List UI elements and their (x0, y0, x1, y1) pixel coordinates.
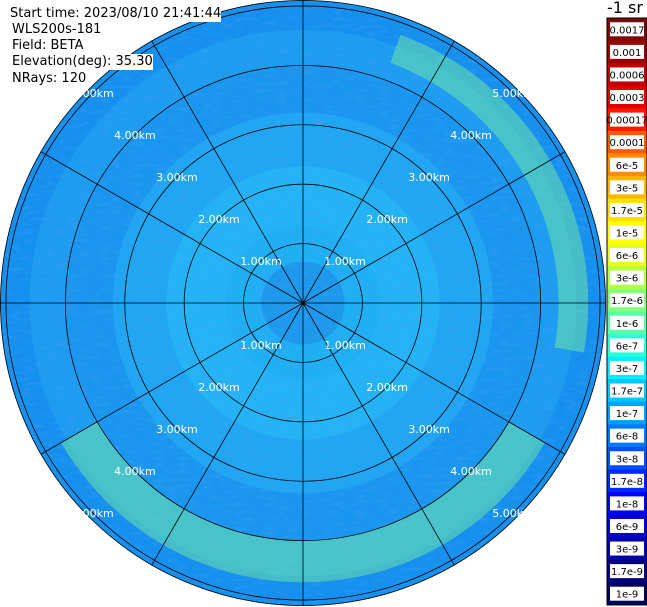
colorbar-tick-label: 0.0001 (610, 138, 645, 149)
range-label: 1.00km (240, 339, 282, 352)
colorbar-label-bg (610, 518, 644, 533)
colorbar-tick-label: 0.0006 (610, 70, 645, 81)
feature-bands (61, 35, 589, 583)
colorbar-tick-label: 1e-7 (616, 409, 639, 420)
range-label: 2.00km (366, 213, 408, 226)
colorbar-tick-label: 6e-8 (616, 432, 639, 443)
colorbar-tick-label: 3e-7 (616, 364, 639, 375)
range-label: 5.00km (72, 87, 114, 100)
colorbar-tick-label: 0.0003 (610, 93, 645, 104)
colorbar-label-bg (610, 202, 644, 217)
colorbar-tick-label: 3e-9 (616, 545, 639, 556)
colorbar-label-bg (610, 496, 644, 511)
range-label: 5.00km (492, 87, 534, 100)
azimuth-spoke (151, 40, 304, 304)
range-label: 1.00km (324, 339, 366, 352)
range-label: 2.00km (198, 381, 240, 394)
colorbar-tick-label: 0.0017 (610, 25, 645, 36)
colorbar-label-bg (610, 406, 644, 421)
colorbar-label-bg (610, 428, 644, 443)
range-label: 4.00km (450, 129, 492, 142)
colorbar-tick-label: 0.001 (613, 48, 642, 59)
colorbar-tick-label: 1.7e-8 (611, 477, 643, 488)
azimuth-spoke (302, 302, 455, 566)
colorbar-label-bg (610, 22, 644, 37)
colorbar-tick-label: 3e-5 (616, 183, 639, 194)
azimuth-spoke (302, 151, 566, 304)
colorbar-label-bg (610, 135, 644, 150)
field-label: Field: BETA (12, 38, 84, 54)
range-labels: 1.00km 1.00km 1.00km 1.00km 2.00km 2.00km 2.00… (72, 87, 534, 520)
colorbar-label-bg (610, 586, 644, 601)
colorbar: 0.0017 0.001 0.0006 0.0003 0.00017 0.0001 6e-5… (606, 17, 647, 606)
colorbar-tick-label: 6e-9 (616, 522, 639, 533)
azimuth-spoke (151, 302, 304, 566)
polar-grid (0, 0, 606, 606)
range-label: 5.00km (72, 507, 114, 520)
colorbar-tick-label: 1e-9 (616, 590, 639, 601)
range-label: 1.00km (240, 255, 282, 268)
colorbar-tick-label: 1.7e-5 (611, 206, 643, 217)
colorbar-tick-label: 0.00017 (606, 116, 647, 127)
colorbar-tick-label: 6e-5 (616, 161, 639, 172)
colorbar-label-bg (610, 383, 644, 398)
range-label: 3.00km (156, 171, 198, 184)
range-label: 2.00km (366, 381, 408, 394)
colorbar-label-bg (610, 112, 644, 127)
colorbar-label-bg (610, 270, 644, 285)
colorbar-label-bg (610, 338, 644, 353)
colorbar-tick-label: 6e-6 (616, 251, 639, 262)
range-label: 1.00km (324, 255, 366, 268)
feature-band (61, 421, 545, 583)
instrument-label: WLS200s-181 (12, 22, 102, 38)
colorbar-unit-label: -1 sr (607, 0, 643, 17)
colorbar-label-bg (610, 360, 644, 375)
range-label: 2.00km (198, 213, 240, 226)
colorbar-label-bg (610, 451, 644, 466)
colorbar-label-bg (610, 473, 644, 488)
nrays-label: NRays: 120 (12, 71, 87, 87)
colorbar-label-bg (610, 248, 644, 263)
range-label: 3.00km (156, 423, 198, 436)
elevation-label: Elevation(deg): 35.30 (12, 54, 153, 70)
range-label: 3.00km (408, 423, 450, 436)
start-time-label: Start time: 2023/08/10 21:41:44 (10, 6, 222, 22)
range-label: 3.00km (408, 171, 450, 184)
colorbar-tick-label: 1e-5 (616, 228, 639, 239)
colorbar-tick-label: 1.7e-6 (611, 296, 643, 307)
colorbar-tick-label: 1e-6 (616, 319, 639, 330)
colorbar-tick-label: 3e-8 (616, 454, 639, 465)
range-label: 5.00km (492, 507, 534, 520)
colorbar-label-bg (610, 67, 644, 82)
colorbar-label-bg (610, 541, 644, 556)
colorbar-label-bg (610, 180, 644, 195)
azimuth-spoke (302, 302, 566, 455)
colorbar-label-bg (610, 90, 644, 105)
colorbar-label-bg (610, 315, 644, 330)
colorbar-tick-label: 1e-8 (616, 499, 639, 510)
azimuth-spoke (302, 40, 455, 304)
range-label: 4.00km (450, 465, 492, 478)
feature-band (390, 35, 589, 353)
colorbar-label-bg (610, 225, 644, 240)
colorbar-label-bg (610, 157, 644, 172)
azimuth-spoke (40, 151, 304, 304)
colorbar-label-bg (610, 564, 644, 579)
colorbar-label-bg (610, 44, 644, 59)
colorbar-frame (606, 17, 647, 606)
colorbar-label-bg (610, 293, 644, 308)
colorbar-tick-label: 1.7e-7 (611, 387, 643, 398)
azimuth-spoke (40, 302, 304, 455)
range-label: 4.00km (114, 465, 156, 478)
colorbar-tick-label: 6e-7 (616, 341, 639, 352)
range-label: 4.00km (114, 129, 156, 142)
colorbar-tick-label: 3e-6 (616, 274, 639, 285)
colorbar-tick-label: 1.7e-9 (611, 567, 643, 578)
